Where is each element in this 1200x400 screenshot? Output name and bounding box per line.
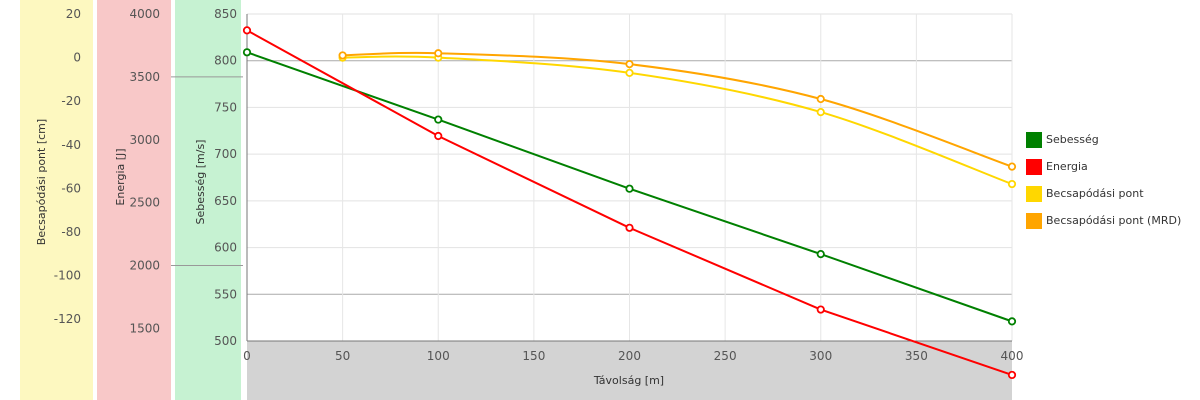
data-point-1	[242, 26, 252, 35]
data-point-0	[242, 48, 252, 57]
data-point-3	[816, 94, 825, 104]
legend-item-velocity[interactable]: Sebesség	[1026, 126, 1181, 153]
data-point-0	[1007, 317, 1017, 326]
series-line-2	[342, 55, 1013, 185]
x-tick-label: 400	[1001, 349, 1024, 363]
data-point-1	[625, 223, 634, 232]
energy-tick-label: 2000	[129, 259, 160, 273]
data-point-2	[1007, 179, 1017, 189]
velocity-tick-label: 700	[214, 147, 237, 161]
energy-axis-title: Energia [J]	[114, 148, 127, 205]
velocity-axis-title: Sebesség [m/s]	[194, 140, 207, 225]
x-tick-label: 100	[427, 349, 450, 363]
axes: 200-20-40-60-80-100-12040003500300025002…	[54, 7, 1024, 363]
data-point-2	[816, 108, 825, 117]
data-point-3	[338, 51, 347, 60]
drop-tick-label: -40	[61, 138, 81, 152]
data-point-1	[1007, 370, 1017, 380]
legend-label: Becsapódási pont	[1046, 187, 1144, 200]
velocity-tick-label: 750	[214, 100, 237, 114]
energy-tick-label: 1500	[129, 321, 160, 335]
velocity-tick-label: 800	[214, 54, 237, 68]
series-line-3	[342, 51, 1013, 168]
x-tick-label: 300	[809, 349, 832, 363]
drop-axis-band	[20, 0, 93, 400]
drop-tick-label: -80	[61, 225, 81, 239]
drop-tick-label: -20	[61, 94, 81, 108]
x-tick-label: 250	[714, 349, 737, 363]
x-tick-label: 150	[522, 349, 545, 363]
velocity-tick-label: 650	[214, 194, 237, 208]
data-point-3	[434, 49, 443, 58]
data-point-3	[625, 60, 634, 69]
legend-item-drop-mrd[interactable]: Becsapódási pont (MRD)	[1026, 207, 1181, 234]
legend-item-drop[interactable]: Becsapódási pont	[1026, 180, 1181, 207]
x-tick-label: 350	[905, 349, 928, 363]
energy-tick-label: 4000	[129, 7, 160, 21]
drop-tick-label: -60	[61, 181, 81, 195]
drop-axis-title: Becsapódási pont [cm]	[35, 119, 48, 245]
x-tick-label: 200	[618, 349, 641, 363]
velocity-tick-label: 500	[214, 334, 237, 348]
energy-axis-band	[97, 0, 171, 400]
x-tick-label: 50	[335, 349, 350, 363]
velocity-axis-band	[175, 0, 241, 400]
legend-item-energy[interactable]: Energia	[1026, 153, 1181, 180]
data-point-3	[1007, 162, 1017, 171]
x-axis-title: Távolság [m]	[593, 374, 664, 387]
legend-swatch	[1026, 131, 1042, 148]
grid	[171, 13, 1013, 342]
series-points	[242, 26, 1017, 380]
legend-swatch	[1026, 212, 1042, 229]
data-point-0	[816, 250, 825, 259]
x-axis-band	[247, 341, 1012, 400]
drop-tick-label: 0	[73, 51, 81, 65]
data-point-1	[434, 131, 443, 141]
chart-legend: Sebesség Energia Becsapódási pont Becsap…	[1026, 126, 1181, 234]
velocity-tick-label: 550	[214, 287, 237, 301]
data-point-1	[816, 305, 825, 314]
energy-tick-label: 3000	[129, 133, 160, 147]
drop-tick-label: -120	[54, 312, 81, 326]
legend-label: Energia	[1046, 160, 1088, 173]
legend-label: Sebesség	[1046, 133, 1099, 146]
data-point-0	[625, 184, 634, 193]
legend-swatch	[1026, 185, 1042, 202]
data-point-0	[434, 115, 443, 124]
velocity-tick-label: 850	[214, 7, 237, 21]
velocity-tick-label: 600	[214, 241, 237, 255]
energy-tick-label: 3500	[129, 70, 160, 84]
data-point-2	[625, 68, 634, 77]
drop-tick-label: -100	[54, 269, 81, 283]
legend-swatch	[1026, 158, 1042, 175]
legend-label: Becsapódási pont (MRD)	[1046, 214, 1182, 227]
x-tick-label: 0	[243, 349, 251, 363]
drop-tick-label: 20	[66, 7, 81, 21]
energy-tick-label: 2500	[129, 196, 160, 210]
